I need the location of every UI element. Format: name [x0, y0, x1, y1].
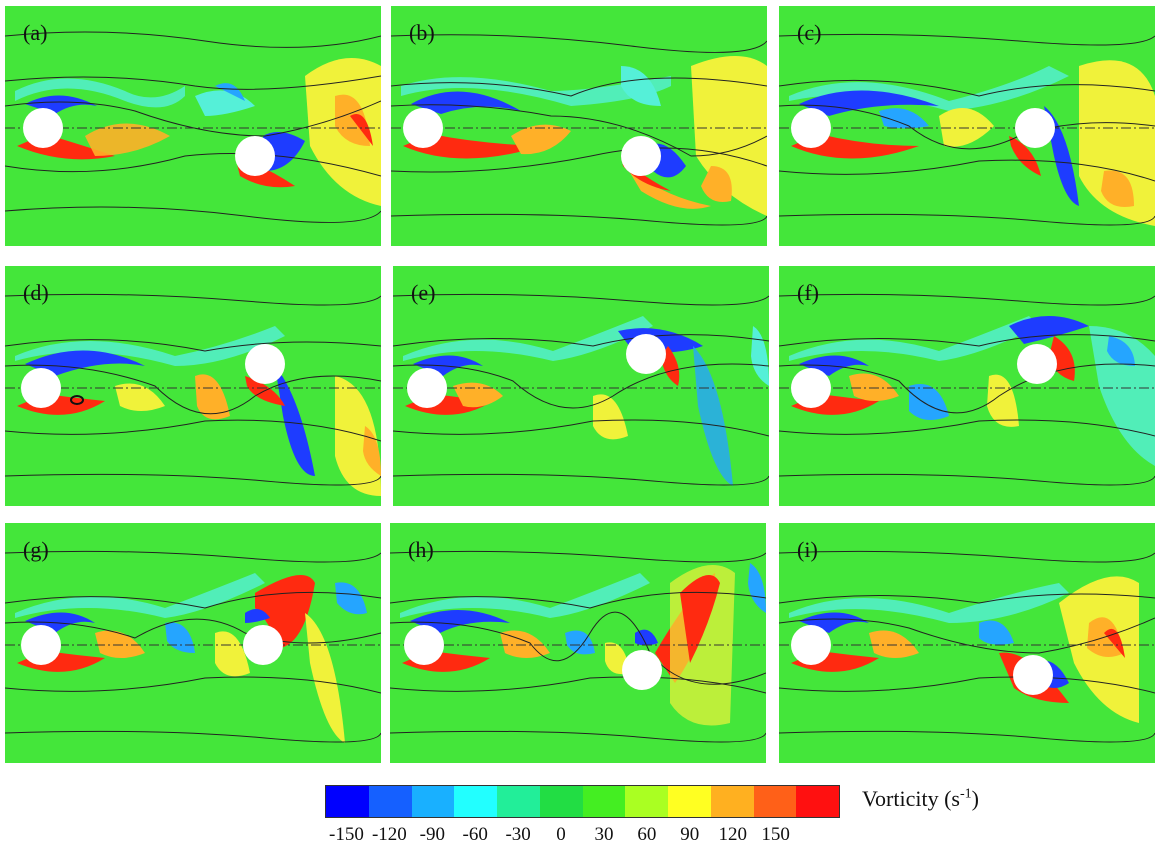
colorbar-tick-label: 30 [594, 824, 614, 845]
panel-c: (c) [779, 6, 1155, 246]
colorbar-tick-label: -150 [329, 824, 364, 845]
panel-label-g: (g) [23, 537, 49, 562]
colorbar-title-main: Vorticity (s [862, 786, 960, 811]
panel-f: (f) [779, 266, 1155, 506]
panel-h: (h) [390, 523, 766, 763]
panel-g: (g) [5, 523, 381, 763]
colorbar-cell [625, 786, 668, 817]
colorbar-title-superscript: -1 [959, 786, 972, 802]
panel-d: (d) [5, 266, 381, 506]
colorbar-tick-label: 150 [761, 824, 790, 845]
colorbar-title: Vorticity (s-1) [862, 786, 979, 812]
colorbar-tick-label: 120 [718, 824, 747, 845]
vorticity-contour-f [779, 266, 1155, 506]
vorticity-contour-e [393, 266, 769, 506]
colorbar-cell [582, 786, 626, 817]
vorticity-contour-b [391, 6, 767, 246]
panel-b: (b) [391, 6, 767, 246]
colorbar-tick-label: 90 [680, 824, 700, 845]
colorbar-tick-labels: -150 -120 -90 -60 -30 0 30 60 90 120 150 [325, 824, 840, 848]
colorbar-tick-label: 60 [637, 824, 657, 845]
colorbar-tick-label: -60 [462, 824, 488, 845]
panel-label-e: (e) [411, 280, 436, 305]
panel-label-h: (h) [408, 537, 434, 562]
vorticity-contour-g [5, 523, 381, 763]
colorbar-cell [796, 786, 839, 817]
panel-label-c: (c) [797, 20, 822, 45]
colorbar-cell [411, 786, 455, 817]
colorbar-cell [368, 786, 412, 817]
colorbar-cell [326, 786, 369, 817]
colorbar-cell [539, 786, 583, 817]
vorticity-contour-i [779, 523, 1155, 763]
vorticity-contour-h [390, 523, 766, 763]
panel-a: (a) [5, 6, 381, 246]
colorbar-cell [753, 786, 797, 817]
colorbar-cell [710, 786, 754, 817]
vorticity-contour-a [5, 6, 381, 246]
colorbar-title-end: ) [971, 786, 979, 811]
panel-e: (e) [393, 266, 769, 506]
panel-label-f: (f) [797, 280, 819, 305]
vorticity-colorbar [325, 785, 840, 818]
colorbar-tick-label: -120 [371, 824, 407, 845]
colorbar-tick-label: -90 [419, 824, 445, 845]
panel-label-i: (i) [797, 537, 818, 562]
colorbar-tick-label: 0 [556, 824, 566, 845]
panel-label-a: (a) [23, 20, 48, 45]
colorbar-tick-label: -30 [505, 824, 531, 845]
vorticity-contour-c [779, 6, 1155, 246]
colorbar-cell [668, 786, 711, 817]
panel-label-b: (b) [409, 20, 435, 45]
panel-i: (i) [779, 523, 1155, 763]
panel-label-d: (d) [23, 280, 49, 305]
vorticity-contour-d [5, 266, 381, 506]
colorbar-cell [497, 786, 540, 817]
colorbar-cell [454, 786, 497, 817]
